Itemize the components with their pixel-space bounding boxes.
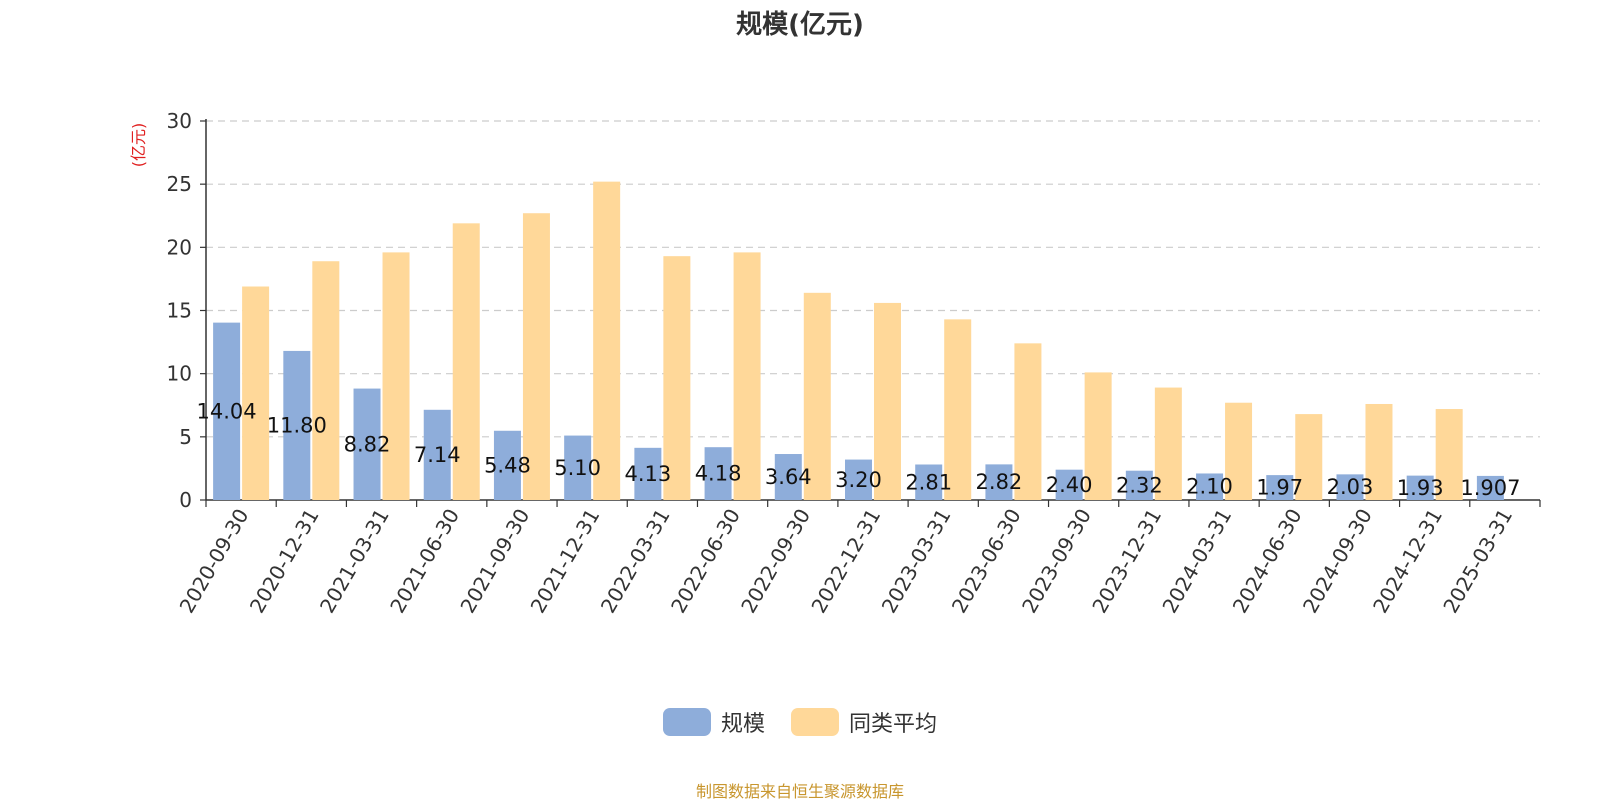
- x-tick-label: 2022-03-31: [596, 505, 675, 618]
- legend-swatch: [791, 708, 839, 736]
- x-tick-label: 2022-12-31: [806, 505, 885, 618]
- bars: [213, 181, 1504, 500]
- y-tick-label: 25: [167, 172, 192, 196]
- bar-同类平均: [1295, 414, 1323, 500]
- data-label: 2.32: [1116, 473, 1163, 497]
- data-label: 14.04: [197, 399, 257, 423]
- data-label: 8.82: [344, 432, 391, 456]
- y-tick-label: 0: [179, 488, 192, 512]
- legend-swatch: [662, 708, 711, 736]
- bar-规模: [1476, 475, 1504, 500]
- bar-同类平均: [382, 252, 410, 500]
- y-tick-label: 10: [167, 362, 192, 386]
- x-tick-label: 2024-09-30: [1298, 505, 1377, 618]
- bar-规模: [423, 409, 451, 500]
- x-tick-label: 2020-09-30: [175, 505, 254, 618]
- bar-规模: [493, 430, 521, 500]
- x-tick-label: 2023-03-31: [877, 504, 956, 617]
- x-tick-label: 2021-03-31: [315, 505, 394, 618]
- data-labels: 14.04 11.80 8.82 7.14 5.48 5.10 4.13 4.18 3.64 3.…: [197, 399, 1521, 500]
- bar-规模: [353, 388, 381, 500]
- bar-同类平均: [803, 292, 831, 500]
- legend-label: 同类平均: [849, 712, 938, 737]
- x-tick-label: 2024-06-30: [1228, 505, 1307, 618]
- bar-同类平均: [593, 181, 621, 500]
- bar-同类平均: [312, 261, 340, 500]
- x-tick-label: 2023-06-30: [947, 505, 1026, 618]
- x-tick-label: 2025-03-31: [1438, 505, 1517, 618]
- bar-规模: [845, 459, 872, 500]
- x-tick-label: 2024-03-31: [1157, 505, 1236, 618]
- data-label: 4.18: [695, 462, 742, 486]
- source-note: 制图数据来自恒生聚源数据库: [695, 782, 904, 801]
- bar-规模: [774, 454, 802, 500]
- bar-同类平均: [1435, 409, 1463, 500]
- bar-同类平均: [1154, 387, 1182, 500]
- bar-同类平均: [874, 302, 901, 500]
- y-tick-label: 30: [167, 109, 192, 133]
- bar-同类平均: [733, 252, 761, 500]
- data-label: 3.64: [765, 465, 812, 489]
- bar-规模: [634, 447, 662, 500]
- bar-同类平均: [242, 286, 270, 500]
- bar-规模: [1055, 469, 1083, 500]
- bar-同类平均: [1365, 403, 1393, 500]
- bar-规模: [1125, 470, 1153, 500]
- data-label: 1.93: [1397, 476, 1444, 500]
- bar-规模: [704, 447, 732, 500]
- data-label: 7.14: [414, 443, 461, 467]
- bar-规模: [985, 464, 1013, 500]
- legend-label: 规模: [720, 712, 765, 737]
- y-axis-title: (亿元): [129, 123, 148, 168]
- bar-同类平均: [452, 223, 480, 500]
- x-tick-label: 2020-12-31: [245, 505, 324, 618]
- bar-同类平均: [1225, 402, 1253, 500]
- bar-规模: [915, 464, 943, 500]
- bar-规模: [283, 350, 311, 500]
- data-label: 4.13: [624, 462, 671, 486]
- x-tick-label: 2023-09-30: [1017, 505, 1096, 618]
- bar-规模: [213, 322, 241, 500]
- y-tick-label: 20: [167, 235, 192, 259]
- data-label: 2.82: [976, 470, 1023, 494]
- x-tick-label: 2022-09-30: [736, 505, 815, 618]
- data-label: 5.48: [484, 453, 531, 477]
- x-tick-label: 2021-09-30: [455, 505, 534, 618]
- bar-规模: [1266, 475, 1294, 500]
- x-tick-label: 2023-12-31: [1087, 505, 1166, 618]
- bar-同类平均: [663, 256, 691, 500]
- data-label: 11.80: [267, 413, 327, 437]
- bar-同类平均: [522, 213, 550, 500]
- bar-规模: [1336, 474, 1364, 500]
- legend-item[interactable]: 规模: [662, 706, 765, 738]
- data-label: 2.81: [905, 470, 952, 494]
- axes: 0 5 10 15 20 25 30 2020-09-302020-12-312021-03-…: [167, 109, 1541, 618]
- x-tick-label: 2024-12-31: [1368, 505, 1447, 618]
- bar-同类平均: [944, 319, 972, 500]
- data-label: 2.03: [1327, 475, 1374, 499]
- bar-规模: [564, 435, 592, 500]
- x-tick-label: 2022-06-30: [666, 505, 745, 618]
- x-tick-label: 2021-12-31: [526, 505, 605, 618]
- x-tick-label: 2021-06-30: [385, 504, 464, 617]
- bar-规模: [1196, 473, 1224, 500]
- legend: 规模 同类平均: [0, 706, 1600, 738]
- bar-同类平均: [1014, 343, 1042, 500]
- bar-同类平均: [1084, 372, 1112, 500]
- y-tick-label: 5: [179, 425, 192, 449]
- chart-title: 规模(亿元): [736, 10, 864, 40]
- data-label: 3.20: [835, 468, 882, 492]
- legend-item[interactable]: 同类平均: [791, 706, 937, 738]
- data-label: 5.10: [554, 456, 601, 480]
- data-label: 2.40: [1046, 473, 1093, 497]
- bar-规模: [1406, 475, 1434, 500]
- data-label: 2.10: [1186, 475, 1233, 499]
- data-label: 1.907: [1460, 476, 1520, 500]
- y-tick-label: 15: [167, 299, 192, 323]
- data-label: 1.97: [1256, 476, 1303, 500]
